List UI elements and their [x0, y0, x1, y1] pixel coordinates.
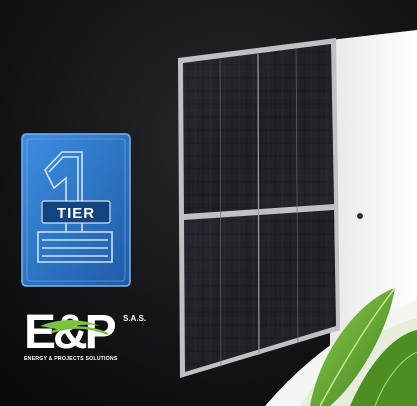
wall-screw — [357, 213, 363, 219]
solar-panel-icon — [178, 38, 340, 378]
tier-label: TIER — [57, 205, 95, 222]
logo-suffix: S.A.S. — [123, 314, 146, 323]
logo-tagline: ENERGY & PROJECTS SOLUTIONS — [24, 356, 118, 362]
tier-one-badge-icon: TIER — [22, 134, 130, 286]
